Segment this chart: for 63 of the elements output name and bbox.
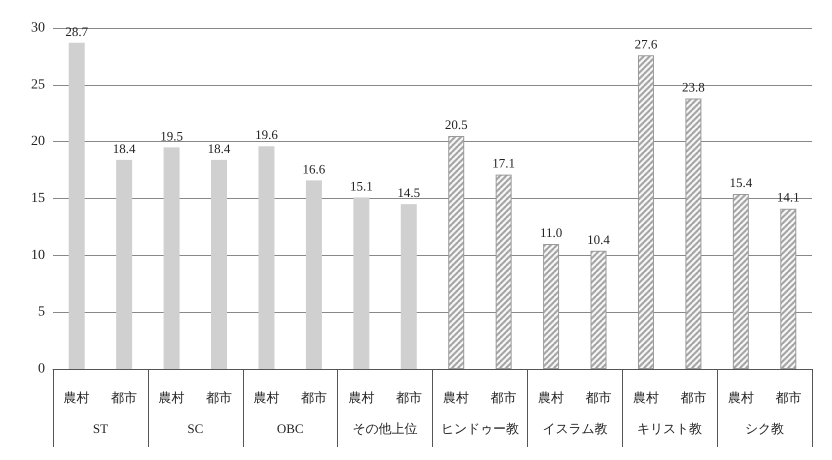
- text: シク教: [745, 421, 784, 436]
- y-tick-label: 0: [38, 362, 45, 376]
- x-tick-label: 農村: [253, 390, 280, 405]
- bar: [353, 197, 370, 369]
- data-label: 14.1: [776, 190, 800, 205]
- data-label: 17.1: [492, 156, 516, 171]
- y-tick-label: 5: [38, 304, 45, 320]
- data-label: 11.0: [540, 224, 562, 240]
- x-tick-label: 農村: [348, 390, 374, 405]
- text: ヒンドゥー教: [440, 421, 519, 436]
- y-tick-label: 25: [31, 77, 45, 92]
- x-tick-label: 都市: [680, 390, 706, 405]
- data-label: 27.6: [634, 36, 658, 52]
- data-label: 20.5: [444, 116, 468, 132]
- y-tick-label: 15: [31, 191, 45, 206]
- bar: [638, 55, 654, 369]
- data-label: 28.7: [65, 24, 89, 39]
- data-label: 15.4: [729, 174, 753, 190]
- x-tick-label: 農村: [728, 390, 754, 405]
- text: OBC: [276, 421, 304, 436]
- bar: [732, 194, 749, 369]
- x-tick-label: 都市: [586, 390, 612, 405]
- bar: [306, 180, 322, 369]
- bar: [780, 208, 796, 369]
- bar: [590, 250, 607, 369]
- x-tick-label: 都市: [775, 390, 802, 405]
- data-label: 15.1: [350, 178, 373, 194]
- text: SC: [187, 421, 204, 436]
- data-label: 19.6: [255, 127, 278, 142]
- data-label: 18.4: [112, 140, 136, 156]
- bar: [400, 204, 417, 369]
- x-tick-label: 農村: [158, 390, 185, 405]
- bar: [68, 42, 85, 369]
- x-tick-label: 農村: [443, 390, 470, 405]
- data-label: 23.8: [682, 79, 705, 94]
- bar: [496, 174, 512, 369]
- x-tick-label: 都市: [300, 390, 327, 405]
- x-tick-label: 都市: [396, 390, 422, 405]
- data-label: 16.6: [302, 161, 326, 176]
- bar: [116, 160, 132, 369]
- data-label: 14.5: [397, 185, 420, 200]
- x-tick-label: 農村: [538, 390, 564, 405]
- bar: [448, 136, 464, 369]
- x-tick-label: 都市: [111, 390, 138, 405]
- x-tick-label: 農村: [632, 390, 659, 405]
- bar: [685, 98, 702, 369]
- x-tick-label: 都市: [490, 390, 517, 405]
- y-tick-label: 20: [31, 134, 45, 150]
- y-tick-label: 10: [31, 248, 45, 263]
- x-tick-label: 都市: [206, 390, 232, 405]
- data-label: 19.5: [160, 128, 183, 144]
- bar: [258, 146, 274, 369]
- text: イスラム教: [542, 421, 608, 436]
- text: キリスト教: [637, 421, 702, 436]
- text: その他上位: [352, 421, 418, 436]
- data-label: 18.4: [208, 140, 231, 156]
- bar: [164, 147, 180, 369]
- y-tick-label: 30: [31, 20, 45, 36]
- bar: [211, 160, 228, 369]
- bar: [543, 244, 560, 369]
- text: ST: [92, 421, 108, 436]
- data-label: 10.4: [587, 232, 610, 247]
- x-tick-label: 農村: [64, 390, 90, 405]
